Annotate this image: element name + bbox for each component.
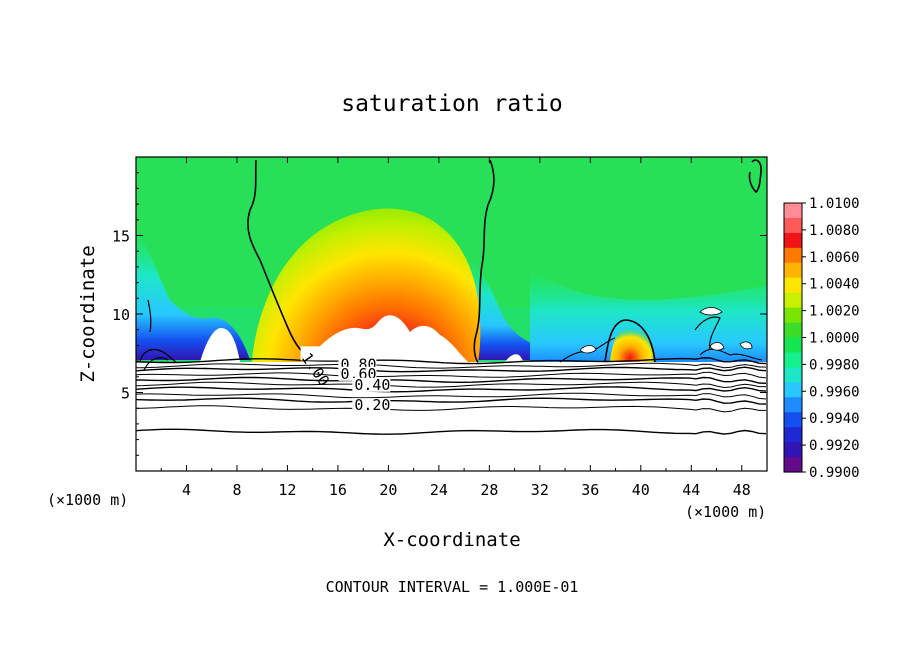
y-axis-label: Z-coordinate (77, 245, 99, 382)
contour-label-bg (352, 398, 391, 413)
white-region-left (200, 327, 240, 362)
x-tick-label: 28 (480, 481, 498, 499)
colorbar-swatch (784, 292, 802, 309)
contour-line (136, 376, 767, 384)
colorbar-label: 0.9940 (809, 411, 860, 427)
contour-line (136, 371, 767, 379)
dry-column-right (530, 270, 767, 362)
contour-1.00-small-cell (604, 319, 656, 363)
colorbar-swatch (784, 307, 802, 324)
y-tick-label: 5 (121, 385, 130, 403)
contour-1.00-left (247, 159, 316, 361)
horizontal-contours (136, 357, 767, 435)
x-tick-label: 40 (632, 481, 650, 499)
contour-1.00-right (473, 159, 495, 363)
x-tick-label: 12 (278, 481, 296, 499)
colorbar-label: 1.0060 (809, 250, 860, 266)
x-axis: 4 8 12 16 20 24 28 32 36 40 44 48 (160, 157, 751, 499)
colorbar-swatch (784, 337, 802, 354)
x-tick-label: 8 (232, 481, 241, 499)
contour-line (136, 428, 767, 435)
colorbar-swatch (784, 247, 802, 264)
contour-line (136, 357, 767, 365)
x-tick-label: 48 (733, 481, 751, 499)
white-specks-right (579, 307, 753, 354)
x-tick-label: 24 (430, 481, 448, 499)
colorbar-label: 1.0020 (809, 304, 860, 320)
contour-labels: 1.00 0.800.600.400.20 (298, 346, 391, 414)
x-tick-label: 36 (581, 481, 599, 499)
x-axis-label: X-coordinate (383, 529, 520, 551)
x-tick-label: 16 (329, 481, 347, 499)
colorbar-label: 1.0080 (809, 223, 860, 239)
colorbar-label: 1.0040 (809, 277, 860, 293)
colorbar-swatch (784, 277, 802, 294)
dry-column-left (136, 230, 250, 360)
white-region-small (505, 354, 524, 362)
contour-line (136, 397, 767, 405)
contour-line (136, 392, 767, 400)
contour-line (136, 405, 766, 413)
colorbar-label: 0.9900 (809, 465, 860, 481)
colorbar-swatch (784, 457, 802, 473)
colorbar-swatch (784, 322, 802, 339)
colorbar-swatch (784, 442, 802, 458)
contour-line (136, 362, 767, 369)
x-tick-label: 32 (531, 481, 549, 499)
contour-label-bg (300, 346, 339, 361)
colorbar-swatch (784, 352, 802, 368)
x-tick-label: 4 (182, 481, 191, 499)
dry-column-mid (470, 260, 535, 360)
y-axis: 5 10 15 (112, 172, 767, 456)
chart-title: saturation ratio (341, 91, 563, 117)
plot-area (136, 157, 767, 471)
x-tick-label: 44 (682, 481, 700, 499)
colorbar-swatch (784, 427, 802, 443)
colorbar-label: 1.0100 (809, 196, 860, 212)
colorbar-swatch (784, 367, 802, 383)
moist-dome (252, 208, 481, 362)
white-region-dome (305, 315, 468, 362)
colorbar-swatch (784, 232, 802, 249)
colorbar-swatch (784, 382, 802, 398)
colorbar-swatch (784, 203, 802, 219)
colorbar-swatch (784, 217, 802, 234)
contour-1.00-top-right (748, 159, 762, 194)
lower-atmosphere (136, 362, 767, 471)
contour-line (136, 366, 767, 373)
colorbar-label: 0.9980 (809, 357, 860, 373)
contour-label-bg (352, 377, 391, 392)
colorbar-label: 0.9960 (809, 384, 860, 400)
contour-line (136, 386, 767, 393)
y-tick-label: 10 (112, 306, 130, 324)
contour-label-bg (338, 366, 377, 381)
contour-label: 0.40 (354, 376, 390, 394)
colorbar-swatch (784, 412, 802, 428)
y-tick-label: 15 (112, 228, 130, 246)
small-moist-cell (610, 325, 654, 362)
colorbar-label: 0.9920 (809, 438, 860, 454)
colorbar-label: 1.0000 (809, 331, 860, 347)
colorbar (783, 202, 803, 473)
contour-interval-note: CONTOUR INTERVAL = 1.000E-01 (326, 578, 579, 596)
colorbar-swatch (784, 397, 802, 413)
x-tick-label: 20 (379, 481, 397, 499)
x-unit-right: (×1000 m) (685, 503, 766, 521)
colorbar-swatch (784, 262, 802, 279)
x-unit-left: (×1000 m) (47, 491, 128, 509)
contour-line (136, 381, 767, 389)
contour-label: 0.20 (354, 396, 390, 414)
colorbar-labels: 1.0100 1.0080 1.0060 1.0040 1.0020 1.0000 0.99… (802, 196, 860, 481)
